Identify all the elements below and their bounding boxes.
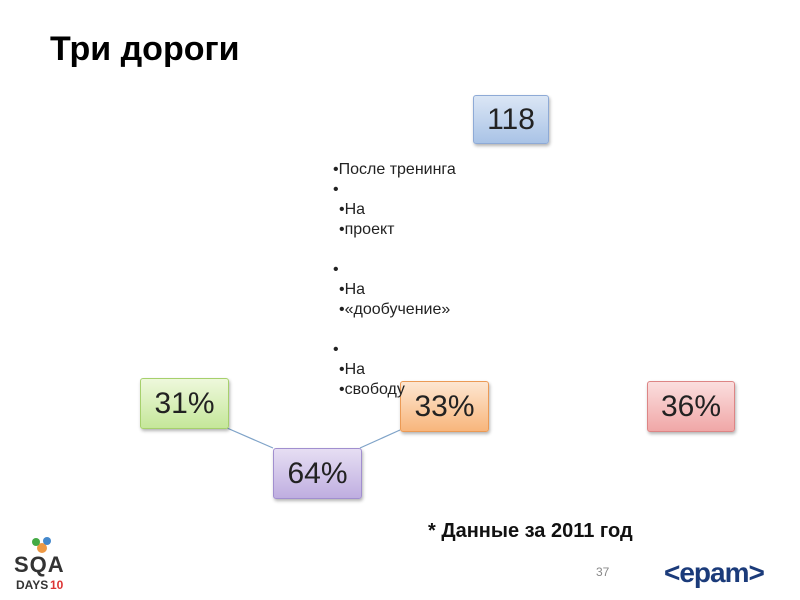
bullet-group: Насвободу	[333, 340, 456, 400]
connector	[359, 429, 401, 449]
node: 118	[473, 95, 549, 144]
slide-title: Три дороги	[50, 30, 240, 68]
logo-text: SQA	[14, 552, 65, 577]
page-number: 37	[596, 565, 610, 579]
node: 64%	[273, 448, 362, 499]
bullet: свободу	[333, 380, 456, 400]
bullet: На	[333, 200, 456, 220]
bullet: После тренинга	[333, 160, 456, 180]
bullet-list: После тренинга НапроектНа«дообучение»Нас…	[333, 160, 456, 420]
bullet: «дообучение»	[333, 300, 456, 320]
bullet-group: На«дообучение»	[333, 260, 456, 320]
bullet: проект	[333, 220, 456, 240]
connector	[226, 427, 274, 449]
bullet-group: Напроект	[333, 180, 456, 240]
logo-balloon	[37, 543, 47, 553]
node: 31%	[140, 378, 229, 429]
footnote: * Данные за 2011 год	[428, 520, 633, 542]
logo-balloon	[43, 537, 51, 545]
bullet: На	[333, 280, 456, 300]
logo-text: <epam>	[664, 557, 765, 588]
logo-text: 10	[50, 578, 64, 592]
logo-text: DAYS	[16, 578, 49, 592]
node: 36%	[647, 381, 735, 432]
logo-balloon	[32, 538, 40, 546]
bullet: На	[333, 360, 456, 380]
